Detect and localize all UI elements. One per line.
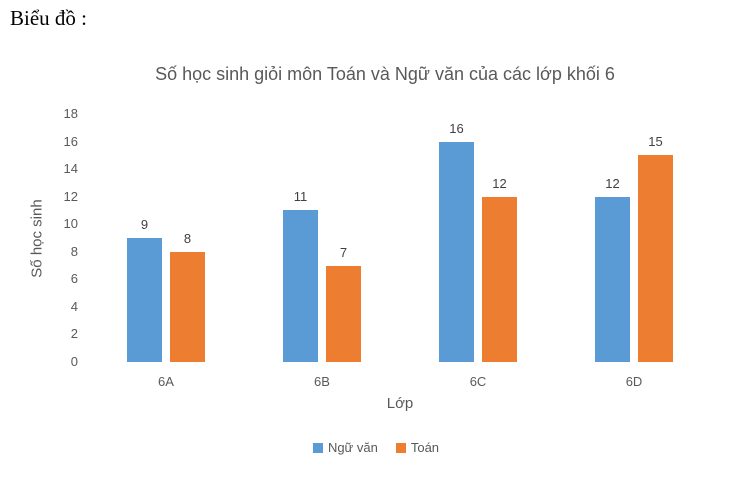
y-tick-18: 18 [63, 106, 78, 121]
bar-toán-6c [482, 196, 517, 362]
legend-swatch-toán [395, 442, 406, 453]
y-tick-16: 16 [63, 133, 78, 149]
x-axis-labels: 6A 6B 6C 6D [88, 374, 712, 390]
legend-label-toán: Toán [410, 440, 440, 455]
y-tick-14: 14 [63, 161, 78, 177]
y-tick-0: 0 [70, 354, 78, 369]
bar-toán-6d [638, 155, 673, 362]
y-tick-6: 6 [70, 271, 78, 287]
y-tick-2: 2 [70, 326, 78, 342]
value-label-ngữ-văn-6c: 16 [449, 120, 464, 136]
value-label-toán-6c: 12 [492, 175, 507, 191]
x-tick-6a: 6A [158, 374, 174, 389]
value-label-toán-6b: 7 [339, 244, 348, 260]
value-label-toán-6a: 8 [183, 230, 192, 246]
y-axis-ticks: 0 2 4 6 8 10 12 14 16 18 [36, 106, 78, 369]
value-label-toán-6d: 15 [648, 134, 663, 150]
legend: Ngữ văn Toán [0, 440, 752, 455]
bar-toán-6a [170, 251, 205, 362]
value-label-ngữ-văn-6b: 11 [293, 189, 308, 205]
x-tick-6d: 6D [625, 374, 643, 389]
bar-toán-6b [326, 265, 361, 362]
y-tick-8: 8 [70, 243, 78, 259]
legend-item-ngữ-văn: Ngữ văn [312, 440, 378, 455]
bar-ngữ-văn-6d [595, 196, 630, 362]
bar-ngữ-văn-6b [283, 210, 318, 362]
value-label-ngữ-văn-6a: 9 [140, 217, 149, 232]
x-tick-6b: 6B [314, 374, 330, 389]
bar-ngữ-văn-6a [127, 238, 162, 362]
chart-title: Số học sinh giỏi môn Toán và Ngữ văn của… [155, 64, 615, 84]
legend-item-toán: Toán [395, 440, 440, 455]
y-tick-10: 10 [63, 216, 78, 232]
value-label-ngữ-văn-6d: 12 [605, 175, 620, 191]
legend-swatch-ngữ-văn [312, 442, 323, 453]
x-tick-6c: 6C [469, 374, 487, 389]
bar-ngữ-văn-6c [439, 141, 474, 362]
plot-area: 9 8 11 7 16 12 12 15 [88, 114, 712, 362]
document-heading: Biểu đồ : [10, 6, 87, 30]
y-tick-12: 12 [63, 188, 78, 204]
y-tick-4: 4 [70, 298, 78, 314]
x-axis-title: Lớp [386, 395, 414, 412]
legend-label-ngữ-văn: Ngữ văn [327, 440, 378, 455]
